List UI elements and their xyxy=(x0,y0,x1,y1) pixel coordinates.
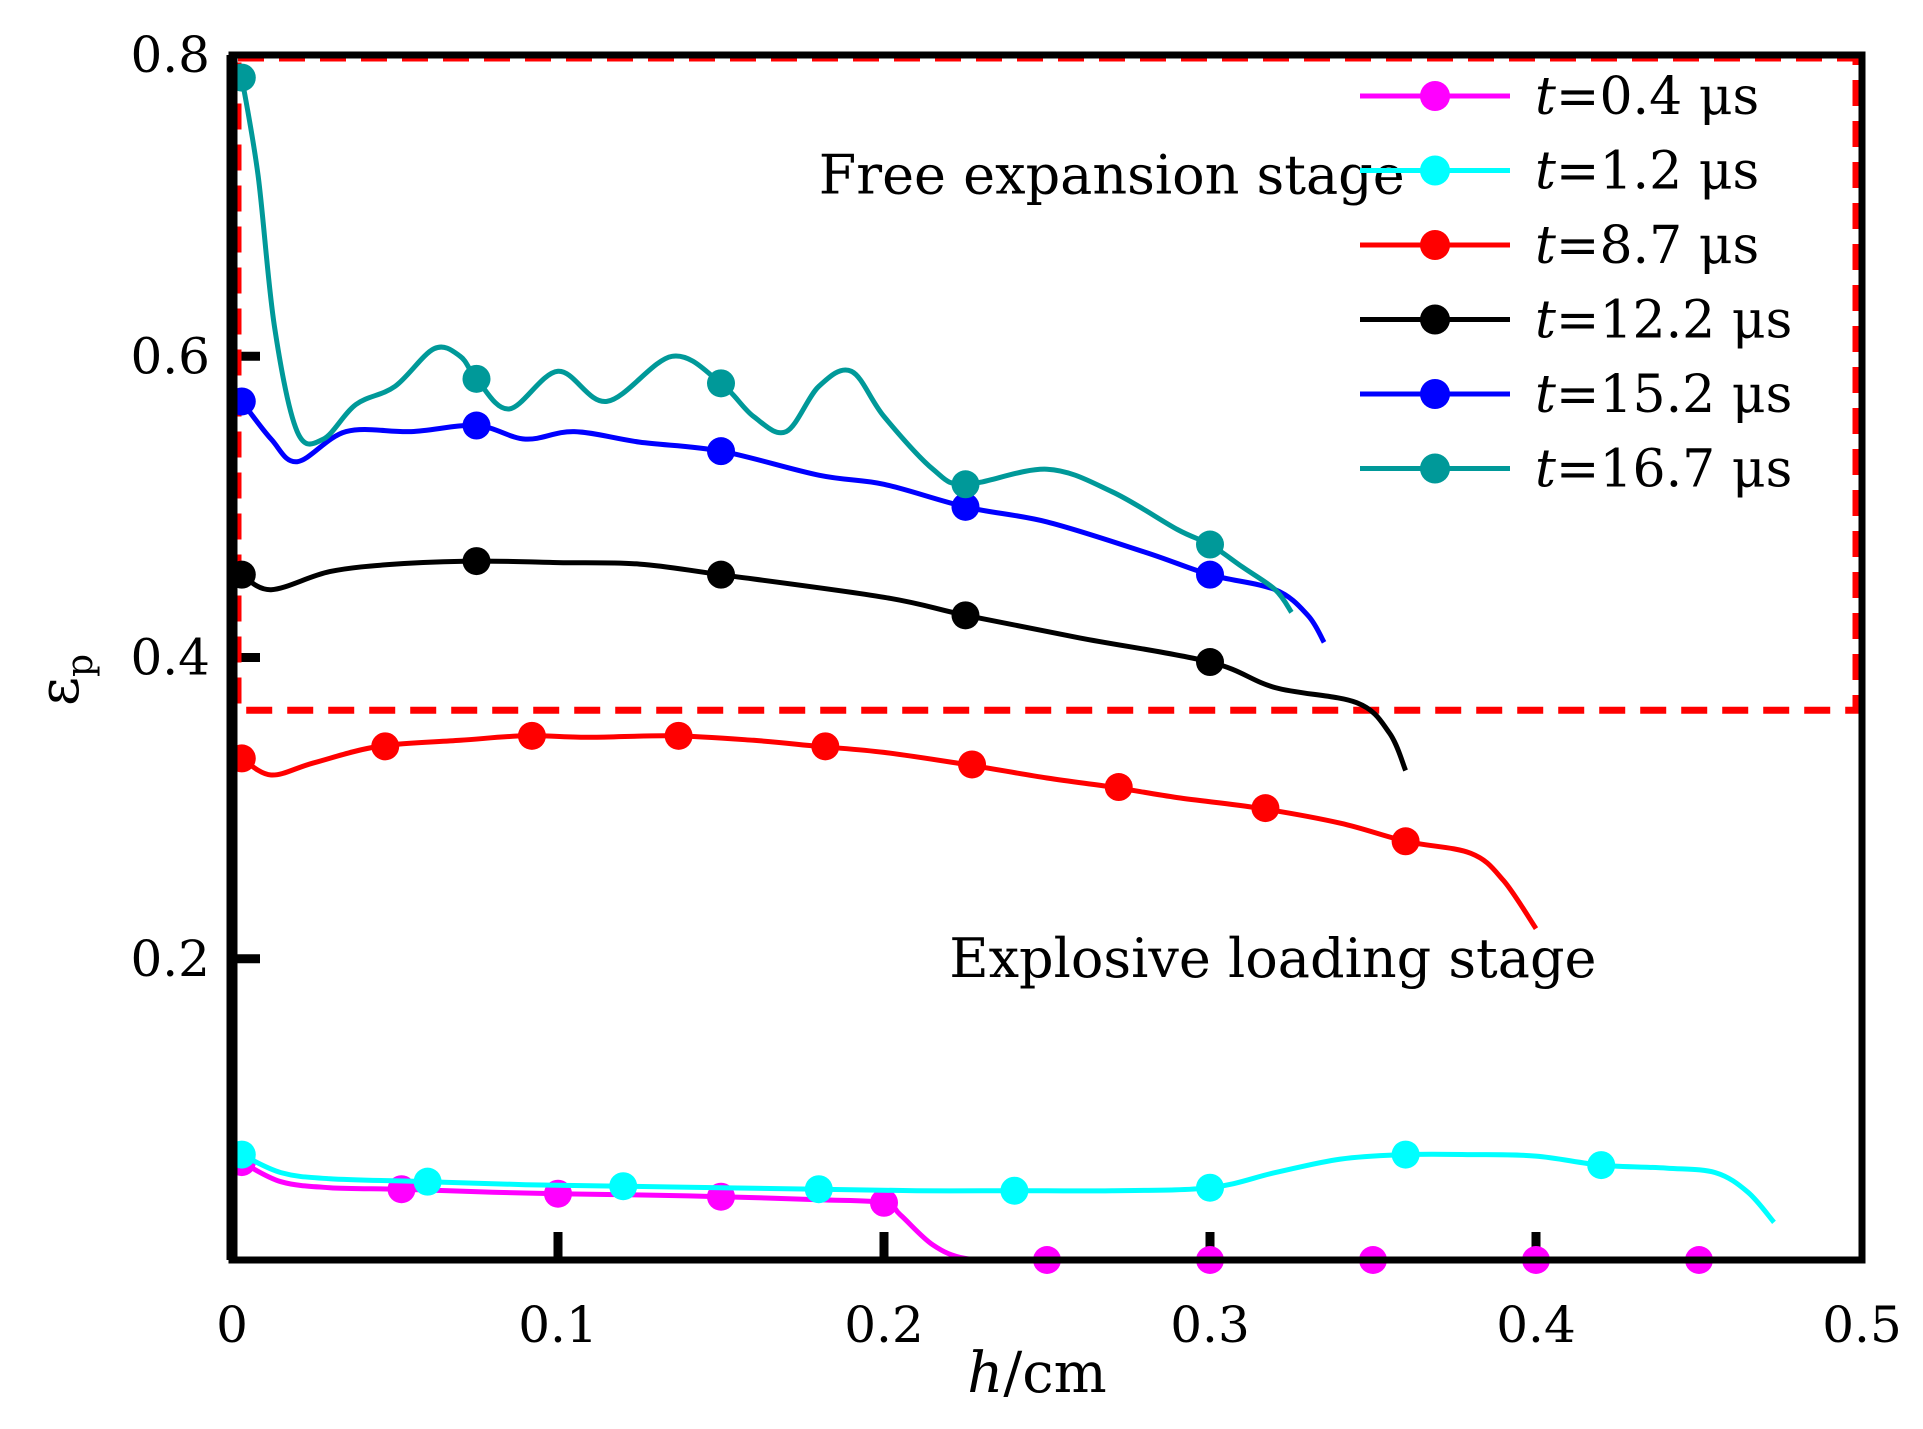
series-0 xyxy=(227,1148,1713,1274)
series-5 xyxy=(227,63,1294,614)
x-tick-label: 0.5 xyxy=(1822,1296,1902,1354)
data-point xyxy=(413,1167,442,1196)
legend-marker xyxy=(1420,230,1450,260)
annotation-text: Free expansion stage xyxy=(819,144,1405,207)
legend-label: t=16.7 μs xyxy=(1535,440,1792,500)
data-point xyxy=(1196,1173,1224,1202)
data-point xyxy=(664,721,693,750)
ticks: 0 0.1 0.2 0.3 0.4 0.5 0.2 0.4 0.6 0.8 xyxy=(130,26,1901,1354)
data-point xyxy=(951,492,980,521)
series-3 xyxy=(227,547,1408,772)
axis-labels: h/cm εp xyxy=(27,654,1107,1406)
data-point xyxy=(707,369,735,398)
series-line xyxy=(239,77,1294,614)
series-lines xyxy=(227,63,1776,1274)
series-4 xyxy=(227,387,1327,644)
data-point xyxy=(1000,1176,1029,1205)
y-tick-label: 0.6 xyxy=(130,327,210,385)
data-point xyxy=(371,732,400,761)
legend-label: t=8.7 μs xyxy=(1535,216,1759,276)
region-dashed-box xyxy=(234,54,1860,714)
legend-marker xyxy=(1420,81,1450,111)
data-point xyxy=(462,411,491,440)
plot-frame xyxy=(226,51,1866,1264)
legend-marker xyxy=(1420,304,1450,335)
y-axis-label: εp xyxy=(27,654,101,706)
legend-entry: t=8.7 μs xyxy=(1360,216,1759,276)
legend-label: t=1.2 μs xyxy=(1535,142,1759,202)
data-point xyxy=(951,601,980,630)
legend-entry: t=0.4 μs xyxy=(1360,67,1759,127)
data-point xyxy=(951,470,980,499)
x-tick-label: 0.4 xyxy=(1496,1296,1576,1354)
data-point xyxy=(1196,648,1224,677)
legend-entry: t=1.2 μs xyxy=(1360,142,1759,202)
series-1 xyxy=(227,1140,1776,1224)
series-2 xyxy=(227,721,1539,930)
x-tick-label: 0.1 xyxy=(518,1296,598,1354)
data-point xyxy=(1391,827,1420,856)
series-line xyxy=(240,1159,1015,1263)
free-expansion-region xyxy=(234,54,1860,714)
y-tick-label: 0.2 xyxy=(130,930,210,988)
data-point xyxy=(811,732,840,761)
y-tick-label: 0.8 xyxy=(130,26,210,84)
data-point xyxy=(462,547,491,576)
annotations: Free expansion stage Explosive loading st… xyxy=(819,144,1597,990)
annotation-text: Explosive loading stage xyxy=(949,927,1596,990)
x-tick-label: 0.3 xyxy=(1170,1296,1250,1354)
data-point xyxy=(804,1175,833,1204)
y-tick-label: 0.4 xyxy=(130,629,210,687)
data-point xyxy=(1196,530,1224,559)
data-point xyxy=(517,721,546,750)
data-point xyxy=(1391,1140,1420,1169)
legend-entry: t=12.2 μs xyxy=(1360,291,1792,351)
legend-label: t=15.2 μs xyxy=(1535,365,1792,425)
x-axis-label: h/cm xyxy=(967,1341,1106,1406)
data-point xyxy=(707,560,735,589)
series-line xyxy=(240,558,1408,772)
data-point xyxy=(707,437,735,466)
legend-label: t=12.2 μs xyxy=(1535,291,1792,351)
data-point xyxy=(1251,794,1280,823)
legend-marker xyxy=(1420,453,1450,484)
legend-entry: t=15.2 μs xyxy=(1360,365,1792,425)
legend-marker xyxy=(1420,155,1450,186)
data-point xyxy=(1587,1151,1616,1180)
x-tick-label: 0 xyxy=(216,1296,248,1354)
legend-marker xyxy=(1420,379,1450,409)
x-tick-label: 0.2 xyxy=(844,1296,924,1354)
data-point xyxy=(609,1172,638,1201)
data-point xyxy=(1104,773,1133,802)
data-point xyxy=(462,364,491,393)
data-point xyxy=(958,750,987,779)
series-line xyxy=(240,733,1539,930)
data-point xyxy=(1196,560,1224,589)
legend-entry: t=16.7 μs xyxy=(1360,440,1792,500)
data-point xyxy=(870,1188,898,1217)
legend: t=0.4 μs t=1.2 μs t=8.7 μs t=12.2 μs t=15.2 … xyxy=(1360,67,1792,500)
legend-label: t=0.4 μs xyxy=(1535,67,1759,127)
